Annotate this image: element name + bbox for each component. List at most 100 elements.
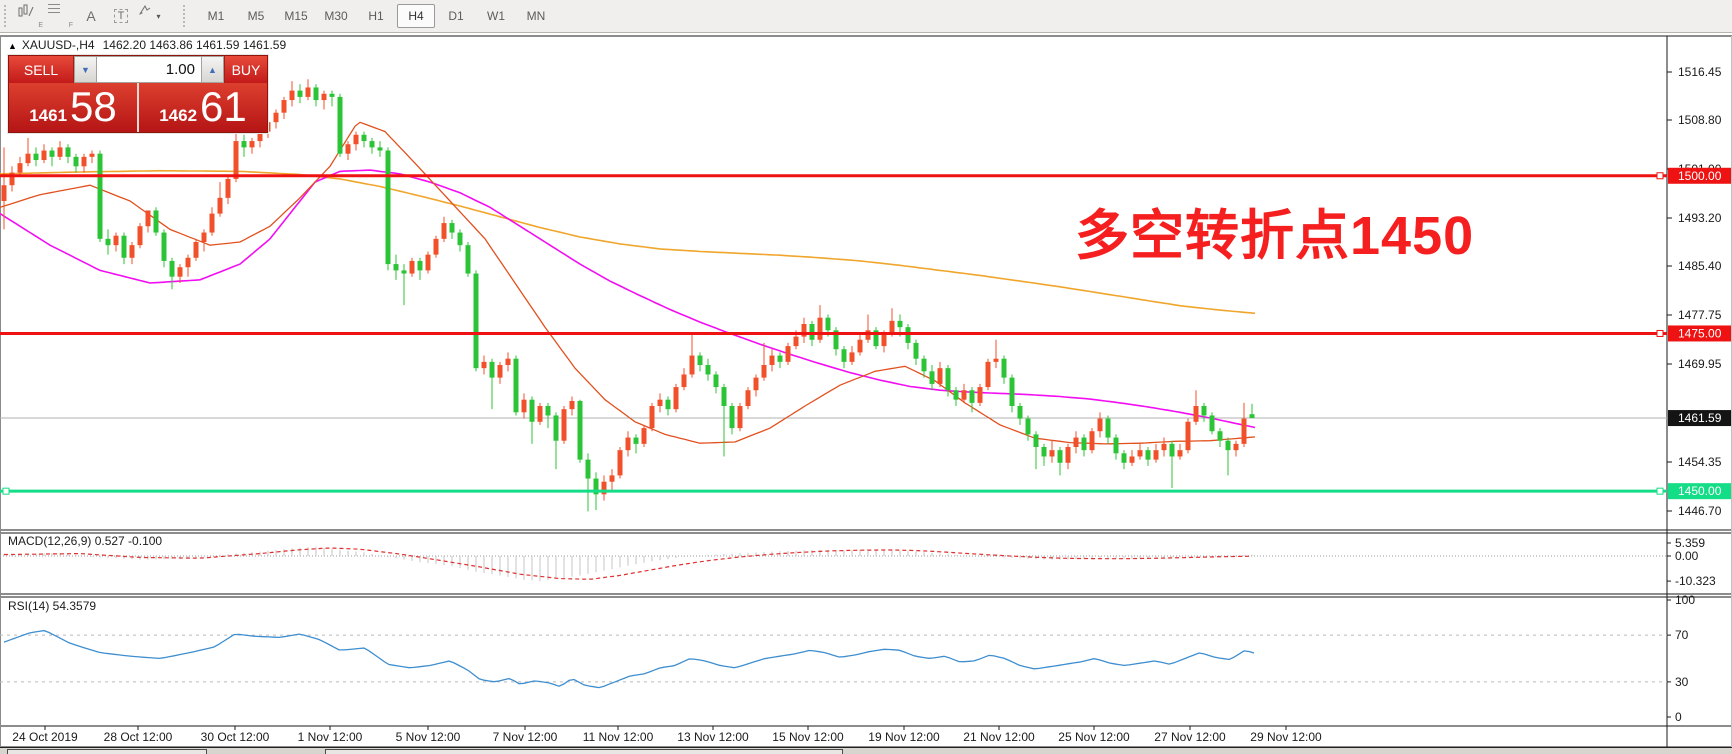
candle-body: [849, 352, 855, 362]
candle-body: [345, 144, 351, 154]
buy-button[interactable]: BUY: [224, 56, 267, 83]
candle-body: [121, 235, 127, 258]
candle-body: [329, 93, 335, 97]
time-label: 15 Nov 12:00: [772, 730, 844, 744]
candle-body: [817, 317, 823, 340]
chart-area[interactable]: 1516.451508.801501.001493.201485.401477.…: [0, 33, 1732, 754]
timeframe-H4[interactable]: H4: [397, 4, 435, 28]
symbol-label: XAUUSD-,H4: [21, 38, 95, 52]
candle-body: [657, 399, 663, 407]
candle-body: [409, 260, 415, 274]
time-label: 28 Oct 12:00: [104, 730, 173, 744]
candle-body: [105, 238, 111, 246]
candle-body: [465, 245, 471, 274]
indicators-chart-icon[interactable]: E: [17, 3, 45, 29]
candle-body: [1201, 406, 1207, 416]
candle-body: [1073, 437, 1079, 448]
volume-dropdown-button[interactable]: ▼: [74, 56, 97, 83]
price-tick-label: 1446.70: [1678, 504, 1722, 518]
chart-canvas[interactable]: 1516.451508.801501.001493.201485.401477.…: [0, 33, 1732, 754]
time-label: 30 Oct 12:00: [201, 730, 270, 744]
time-label: 29 Nov 12:00: [1250, 730, 1322, 744]
candle-body: [1161, 443, 1167, 451]
candle-body: [713, 374, 719, 388]
candle-body: [793, 336, 799, 347]
price-tag-1461.59: [1668, 410, 1731, 427]
hline-handle-right-1475[interactable]: [1656, 329, 1664, 337]
sell-price[interactable]: 1461 58: [9, 83, 139, 132]
volume-input[interactable]: [97, 56, 201, 83]
candle-body: [497, 365, 503, 378]
candle-body: [593, 478, 599, 495]
candle-body: [537, 406, 543, 422]
toolbar-grip-2[interactable]: [183, 5, 190, 27]
timeframe-M1[interactable]: M1: [207, 9, 225, 23]
sell-button[interactable]: SELL: [9, 56, 74, 83]
hline-handle-left-1450[interactable]: [2, 487, 10, 495]
candle-body: [353, 134, 359, 145]
candle-body: [1193, 406, 1199, 422]
candle-body: [361, 134, 367, 142]
timeframe-H1[interactable]: H1: [368, 9, 384, 23]
chart-title: ▲ XAUUSD-,H4 1462.20 1463.86 1461.59 1461.…: [8, 38, 286, 52]
text-box-icon[interactable]: T: [107, 3, 135, 29]
candle-body: [1113, 437, 1119, 454]
timeframe-M30[interactable]: M30: [324, 9, 348, 23]
hline-handle-right-1500[interactable]: [1656, 172, 1664, 180]
candle-body: [801, 324, 807, 337]
candle-body: [1209, 415, 1215, 432]
candle-body: [321, 93, 327, 101]
candle-body: [897, 320, 903, 328]
candle-body: [249, 141, 255, 148]
candle-body: [1169, 443, 1175, 457]
timeframe-D1[interactable]: D1: [448, 9, 464, 23]
candle-body: [17, 163, 23, 173]
chart-tab-0[interactable]: [7, 749, 207, 754]
candle-body: [1033, 434, 1039, 448]
hline-handle-right-1450[interactable]: [1656, 487, 1664, 495]
grid-icon[interactable]: F: [47, 3, 75, 29]
text-label-icon[interactable]: A: [86, 8, 96, 24]
candle-body: [977, 387, 983, 403]
toolbar-grip[interactable]: [4, 5, 11, 27]
volume-step-up-button[interactable]: ▲: [201, 56, 224, 83]
candle-body: [337, 96, 343, 154]
candle-body: [993, 358, 999, 362]
collapse-triangle-icon[interactable]: ▲: [8, 41, 17, 51]
candle-body: [1089, 431, 1095, 451]
timeframe-M15[interactable]: M15: [284, 9, 308, 23]
candle-body: [265, 122, 271, 132]
candle-body: [721, 387, 727, 407]
candle-body: [1121, 453, 1127, 463]
price-tick-label: 1516.45: [1678, 65, 1722, 79]
candle-body: [1177, 450, 1183, 457]
candle-body: [377, 147, 383, 151]
candle-body: [185, 257, 191, 268]
candle-body: [1009, 377, 1015, 407]
candle-body: [225, 178, 231, 198]
candle-body: [937, 368, 943, 384]
chart-tab-1[interactable]: [325, 749, 843, 754]
rsi-label: RSI(14) 54.3579: [8, 599, 97, 613]
candle-body: [665, 399, 671, 410]
timeframe-M5[interactable]: M5: [247, 9, 265, 23]
candle-body: [1065, 447, 1071, 463]
cursor-tools-icon[interactable]: ▾: [137, 3, 177, 29]
candle-body: [1137, 450, 1143, 457]
candle-body: [745, 390, 751, 407]
time-label: 7 Nov 12:00: [493, 730, 558, 744]
timeframe-MN[interactable]: MN: [526, 9, 546, 23]
candle-body: [1041, 447, 1047, 457]
macd-scale-label: -10.323: [1675, 574, 1716, 588]
candle-body: [601, 481, 607, 495]
candle-body: [689, 355, 695, 375]
candle-body: [1081, 437, 1087, 451]
price-tag-label: 1461.59: [1678, 411, 1722, 425]
candle-body: [1, 185, 7, 201]
annotation-text[interactable]: 多空转折点1450: [1075, 206, 1475, 266]
candle-body: [201, 232, 207, 243]
candle-body: [457, 232, 463, 246]
candle-body: [425, 254, 431, 271]
buy-price[interactable]: 1462 61: [139, 83, 267, 132]
timeframe-W1[interactable]: W1: [487, 9, 505, 23]
